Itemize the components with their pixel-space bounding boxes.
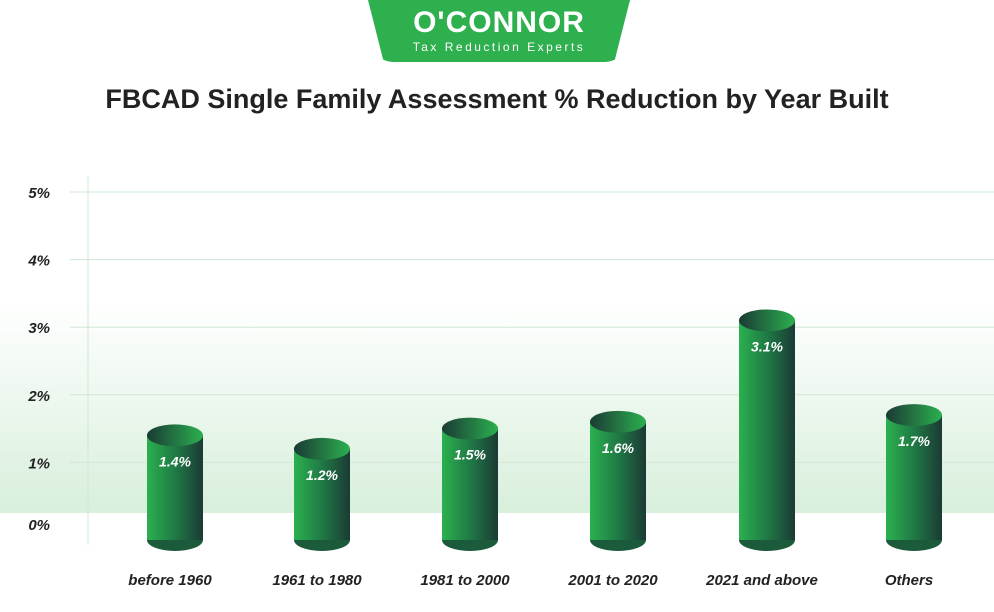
category-label: 2021 and above [705, 572, 818, 589]
category-label: Others [885, 572, 933, 589]
category-label: 1961 to 1980 [272, 572, 362, 589]
category-label: 1981 to 2000 [420, 572, 510, 589]
bar [147, 435, 203, 540]
y-tick-label: 5% [28, 185, 50, 202]
bar-top [590, 410, 646, 433]
logo: O'CONNOR Tax Reduction Experts [368, 0, 630, 62]
bar-top [886, 404, 942, 427]
logo-name: O'CONNOR [413, 6, 585, 39]
bar [886, 415, 942, 540]
y-tick-label: 0% [28, 517, 50, 534]
bar [739, 320, 795, 540]
bar-top [147, 424, 203, 447]
data-label: 1.4% [159, 453, 191, 469]
category-label: 2001 to 2020 [567, 572, 658, 589]
y-tick-label: 4% [27, 253, 50, 270]
y-tick-label: 1% [28, 455, 50, 472]
bar-top [294, 437, 350, 460]
chart-title: FBCAD Single Family Assessment % Reducti… [105, 84, 889, 114]
y-tick-label: 2% [27, 388, 50, 405]
data-label: 1.7% [898, 433, 930, 449]
logo-tagline: Tax Reduction Experts [412, 40, 586, 54]
data-label: 1.2% [306, 467, 338, 483]
bar-top [442, 417, 498, 440]
bar [294, 448, 350, 540]
data-label: 3.1% [751, 338, 783, 354]
y-tick-label: 3% [28, 320, 50, 337]
bar [442, 428, 498, 540]
bar-top [739, 309, 795, 332]
bar [590, 421, 646, 540]
category-label: before 1960 [128, 572, 212, 589]
data-label: 1.5% [454, 447, 486, 463]
data-label: 1.6% [602, 440, 634, 456]
